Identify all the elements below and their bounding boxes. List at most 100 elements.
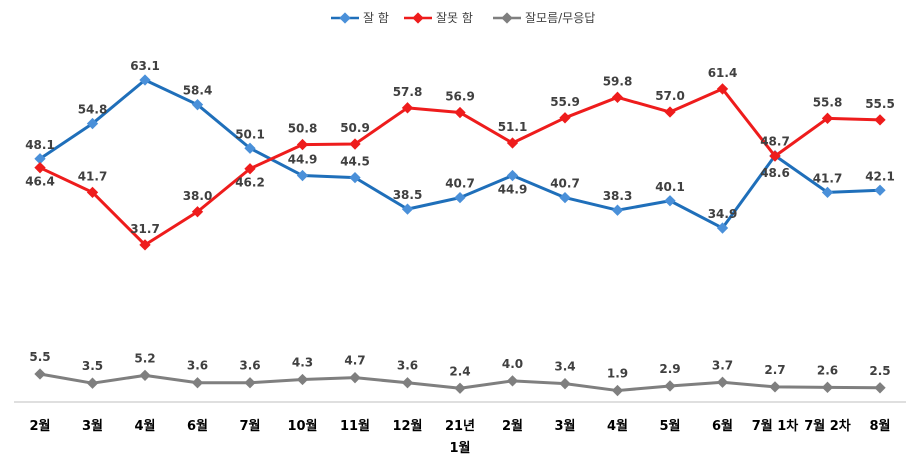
data-point-1-5 <box>296 138 309 151</box>
x-tick-label-2: 4월 <box>134 418 155 434</box>
data-label-2-12: 2.9 <box>659 362 680 376</box>
data-label-2-11: 1.9 <box>607 367 628 381</box>
data-label-0-14: 48.7 <box>760 135 790 149</box>
data-label-1-14: 48.6 <box>760 166 790 180</box>
data-label-0-5: 44.9 <box>288 153 318 167</box>
data-point-2-7 <box>401 377 414 389</box>
data-point-0-13 <box>716 222 729 234</box>
data-point-0-4 <box>244 142 256 154</box>
x-tick-label-15: 7월 2차 <box>804 418 851 434</box>
data-label-0-13: 34.9 <box>708 207 738 221</box>
data-label-1-16: 55.5 <box>865 97 895 111</box>
x-tick-label-13: 6월 <box>712 418 733 434</box>
data-point-1-14 <box>769 150 781 162</box>
data-point-1-12 <box>664 106 676 118</box>
data-point-2-12 <box>664 380 676 392</box>
data-point-1-11 <box>611 91 624 103</box>
x-tick-label-8-1: 1월 <box>449 440 470 456</box>
x-tick-label-7: 12월 <box>392 418 422 434</box>
data-label-2-6: 4.7 <box>344 354 365 368</box>
data-label-1-13: 61.4 <box>708 66 738 80</box>
x-tick-label-1: 3월 <box>82 418 103 434</box>
data-point-0-11 <box>611 204 624 216</box>
data-point-2-5 <box>296 373 309 386</box>
data-label-2-13: 3.7 <box>712 358 733 372</box>
data-label-2-16: 2.5 <box>869 364 890 378</box>
x-tick-label-4: 7월 <box>239 418 260 434</box>
data-label-1-12: 57.0 <box>655 89 685 103</box>
data-labels: 48.1 54.8 63.1 58.4 50.1 44.9 44.5 38.5 40.7 44.9… <box>25 59 895 381</box>
data-label-1-10: 55.9 <box>550 95 580 109</box>
data-point-1-6 <box>349 138 361 150</box>
data-point-0-5 <box>296 169 309 182</box>
data-point-1-9 <box>506 137 519 149</box>
data-label-0-9: 44.9 <box>498 183 528 197</box>
data-point-2-16 <box>874 382 886 394</box>
data-point-0-0 <box>34 153 46 165</box>
data-label-0-6: 44.5 <box>340 155 370 169</box>
data-label-2-7: 3.6 <box>397 359 418 373</box>
data-label-2-8: 2.4 <box>449 364 470 378</box>
data-label-2-10: 3.4 <box>554 360 575 374</box>
data-label-1-7: 57.8 <box>393 85 423 99</box>
x-tick-label-8-0: 21년 <box>445 419 475 434</box>
data-point-0-9 <box>506 169 519 182</box>
data-label-2-9: 4.0 <box>502 357 523 371</box>
data-point-0-8 <box>454 191 466 204</box>
x-tick-label-12: 5월 <box>659 418 680 434</box>
data-label-0-4: 50.1 <box>235 127 265 141</box>
data-label-1-1: 41.7 <box>78 169 108 183</box>
data-label-0-16: 42.1 <box>865 169 895 183</box>
x-axis-ticks: 2월 3월 4월 6월 7월 10월 11월 12월 21년 1월 2월 3월 4월 5월 6월 7월 1차 7… <box>29 418 890 456</box>
data-label-1-9: 51.1 <box>498 120 528 134</box>
data-point-0-16 <box>874 184 886 196</box>
legend-label-1: 잘못 함 <box>436 11 473 25</box>
data-label-1-2: 31.7 <box>130 222 160 236</box>
data-point-1-10 <box>559 112 571 124</box>
x-tick-label-3: 6월 <box>187 418 208 434</box>
data-point-2-14 <box>769 381 781 393</box>
legend: 잘 함 잘못 함 잘모름/무응답 <box>331 11 595 25</box>
data-label-0-7: 38.5 <box>393 188 423 202</box>
data-point-2-2 <box>139 369 151 382</box>
data-label-0-10: 40.7 <box>550 177 580 191</box>
data-label-2-2: 5.2 <box>134 351 155 365</box>
x-tick-label-11: 4월 <box>607 418 628 434</box>
x-tick-label-0: 2월 <box>29 418 50 434</box>
data-label-2-3: 3.6 <box>187 359 208 373</box>
data-point-0-7 <box>401 203 414 215</box>
data-label-2-14: 2.7 <box>764 363 785 377</box>
x-tick-label-14: 7월 1차 <box>752 418 799 434</box>
x-tick-label-5: 10월 <box>287 418 317 434</box>
data-label-0-0: 48.1 <box>25 138 55 152</box>
data-label-1-0: 46.4 <box>25 175 55 189</box>
x-tick-label-6: 11월 <box>340 418 370 434</box>
data-point-0-10 <box>559 191 571 204</box>
data-label-2-0: 5.5 <box>29 350 50 364</box>
data-point-1-3 <box>191 206 204 218</box>
data-point-2-3 <box>191 377 204 389</box>
legend-label-0: 잘 함 <box>363 11 389 25</box>
data-label-1-6: 50.9 <box>340 121 370 135</box>
data-label-0-1: 54.8 <box>78 103 108 117</box>
data-label-1-8: 56.9 <box>445 90 475 104</box>
data-point-1-2 <box>139 239 151 251</box>
data-label-1-3: 38.0 <box>183 189 213 203</box>
data-point-2-9 <box>506 375 519 387</box>
data-point-2-11 <box>611 384 624 397</box>
x-tick-label-9: 2월 <box>502 418 523 434</box>
data-label-2-5: 4.3 <box>292 356 313 370</box>
data-label-2-15: 2.6 <box>817 363 838 377</box>
data-point-0-12 <box>664 195 676 207</box>
data-label-1-4: 46.2 <box>235 176 265 190</box>
series-layer <box>34 74 886 397</box>
data-point-1-0 <box>34 162 46 174</box>
data-point-2-6 <box>349 372 361 384</box>
data-label-0-11: 38.3 <box>603 189 633 203</box>
data-label-0-2: 63.1 <box>130 59 160 73</box>
data-point-1-16 <box>874 114 886 126</box>
data-point-1-4 <box>244 163 256 175</box>
data-label-1-5: 50.8 <box>288 122 318 136</box>
